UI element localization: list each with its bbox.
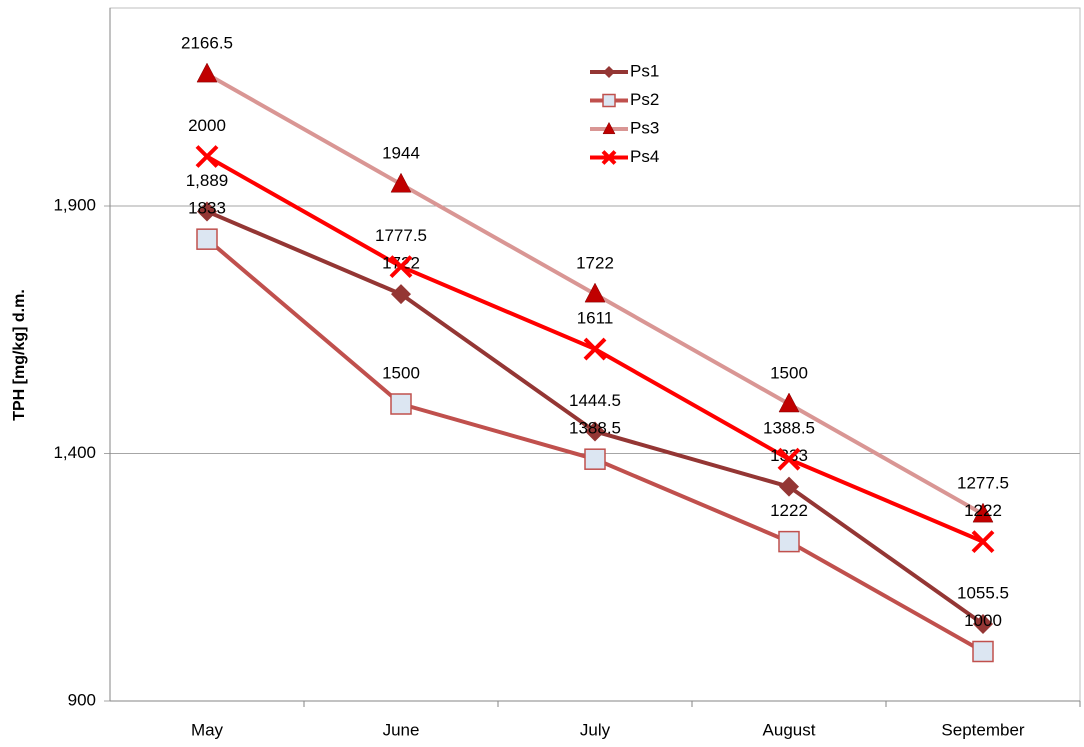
data-label: 1388.5 <box>763 419 815 438</box>
marker <box>390 172 412 193</box>
marker <box>196 228 218 250</box>
y-tick-label: 900 <box>68 690 96 709</box>
marker <box>603 66 615 78</box>
data-label: 2000 <box>188 116 226 135</box>
marker <box>584 282 606 303</box>
plot-border <box>109 7 1081 702</box>
x-tick-label: July <box>580 720 611 739</box>
data-label: 1722 <box>576 254 614 273</box>
data-label: 1500 <box>382 363 420 382</box>
marker <box>778 392 800 413</box>
legend-label: Ps4 <box>630 147 659 166</box>
marker <box>972 502 994 523</box>
y-tick-label: 1,900 <box>53 195 96 214</box>
data-label: 1055.5 <box>957 584 1009 603</box>
data-label: 1388.5 <box>569 419 621 438</box>
data-label: 1,889 <box>186 171 229 190</box>
data-label: 1333 <box>770 446 808 465</box>
data-label: 1222 <box>964 501 1002 520</box>
x-tick-label: May <box>191 720 224 739</box>
data-label: 1500 <box>770 363 808 382</box>
marker <box>971 530 995 554</box>
legend-label: Ps1 <box>630 61 659 80</box>
marker <box>197 201 217 222</box>
data-label: 1444.5 <box>569 391 621 410</box>
marker <box>195 145 219 168</box>
data-label: 2166.5 <box>181 34 233 53</box>
marker <box>602 93 616 108</box>
data-label: 1222 <box>770 501 808 520</box>
marker <box>777 447 801 471</box>
data-label: 1777.5 <box>375 226 427 245</box>
legend-label: Ps2 <box>630 90 659 109</box>
data-label: 1277.5 <box>957 474 1009 493</box>
marker <box>602 121 616 135</box>
marker <box>583 337 607 361</box>
marker <box>973 614 993 635</box>
marker <box>601 150 617 165</box>
legend-label: Ps3 <box>630 118 659 137</box>
x-tick-label: June <box>383 720 420 739</box>
y-axis-title: TPH [mg/kg] d.m. <box>11 289 28 421</box>
marker <box>585 421 605 442</box>
marker <box>778 530 800 553</box>
x-tick-label: August <box>763 720 816 739</box>
marker <box>389 255 413 279</box>
data-label: 1722 <box>382 254 420 273</box>
data-label: 1833 <box>188 199 226 218</box>
marker <box>779 476 799 497</box>
data-label: 1611 <box>577 309 614 328</box>
marker <box>196 62 218 83</box>
marker <box>390 393 412 415</box>
data-label: 1000 <box>964 611 1002 630</box>
marker <box>584 448 606 470</box>
data-label: 1944 <box>382 144 420 163</box>
y-tick-label: 1,400 <box>53 443 96 462</box>
marker <box>972 640 994 663</box>
marker <box>391 284 411 305</box>
x-tick-label: September <box>941 720 1024 739</box>
